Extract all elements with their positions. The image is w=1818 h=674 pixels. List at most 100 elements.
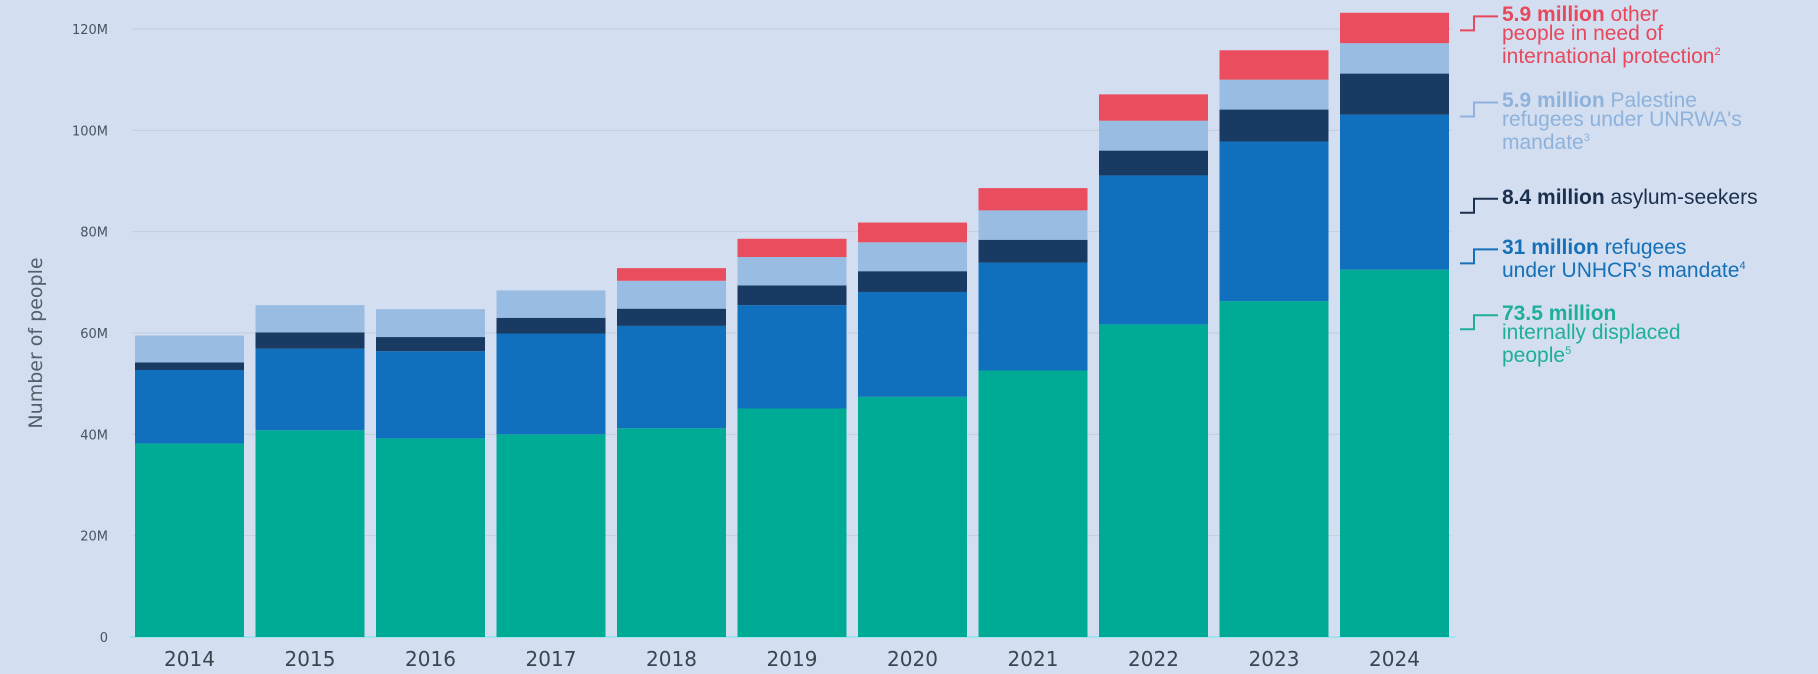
legend-bold: 5.9 million <box>1502 3 1605 27</box>
bars <box>130 12 1456 638</box>
x-tick-label: 2021 <box>1008 647 1059 671</box>
legend-line: people in need of <box>1502 22 1721 46</box>
legend-rest: Palestine <box>1604 89 1697 113</box>
x-tick-label: 2023 <box>1249 647 1300 671</box>
bar-segment-idp <box>858 396 967 637</box>
legend-text: people in need of <box>1502 22 1664 46</box>
legend-line: refugees under UNRWA's <box>1502 109 1742 130</box>
bar-segment-idp <box>1340 269 1449 637</box>
legend-footnote: 5 <box>1565 345 1572 358</box>
legend-footnote: 2 <box>1714 46 1721 59</box>
bar-segment-palestine <box>737 257 847 286</box>
legend-line: 5.9 million Palestine <box>1502 89 1742 113</box>
bar-segment-palestine <box>135 335 244 363</box>
legend-text: mandate <box>1502 131 1584 155</box>
bar-segment-palestine <box>1099 120 1208 151</box>
legend-line: internally displaced <box>1502 321 1681 345</box>
bar-segment-refugees <box>858 291 967 397</box>
x-tick-label: 2014 <box>164 647 215 671</box>
legend-line: under UNHCR's mandate4 <box>1502 257 1746 283</box>
x-tick-label: 2019 <box>767 647 818 671</box>
legend-text: international protection <box>1502 45 1715 69</box>
x-axis-ticks: 2014 2015 2016 2017 2018 2019 2020 2021 2022 2023… <box>164 647 1420 671</box>
y-tick-label: 80M <box>80 226 108 241</box>
legend-item-other: 5.9 million other people in need of intern… <box>1502 3 1721 69</box>
bar-segment-asylum <box>1340 73 1449 115</box>
legend-rest: refugees <box>1598 236 1687 260</box>
x-tick-label: 2018 <box>646 647 697 671</box>
bar-segment-idp <box>496 434 606 637</box>
legend-text: under UNHCR's mandate <box>1502 259 1740 283</box>
bar-segment-refugees <box>1340 114 1449 270</box>
legend-leader-idp <box>1460 314 1498 331</box>
bar-segment-idp <box>617 428 726 637</box>
bar-segment-other <box>1340 12 1449 44</box>
bar-segment-asylum <box>978 239 1088 263</box>
bar-segment-refugees <box>255 348 365 431</box>
y-axis-ticks: 0 20M 40M 60M 80M 100M 120M <box>72 23 108 646</box>
legend-bold: 5.9 million <box>1502 89 1605 113</box>
bar-segment-palestine <box>255 305 365 333</box>
legend-bold: 8.4 million <box>1502 185 1605 209</box>
legend-line: 73.5 million <box>1502 303 1681 324</box>
bar-segment-idp <box>135 443 244 637</box>
bar-segment-refugees <box>737 305 847 409</box>
legend-line: 8.4 million asylum-seekers <box>1502 185 1758 209</box>
x-tick-label: 2016 <box>405 647 456 671</box>
legend-line: 5.9 million other <box>1502 3 1721 27</box>
bar-segment-palestine <box>978 210 1088 240</box>
bar-segment-refugees <box>978 262 1088 371</box>
bar-segment-other <box>858 222 967 243</box>
legend-line: 31 million refugees <box>1502 236 1746 260</box>
x-tick-label: 2015 <box>285 647 336 671</box>
x-tick-label: 2020 <box>887 647 938 671</box>
legend-text: people <box>1502 344 1566 368</box>
bar-segment-asylum <box>255 332 365 349</box>
legend-line: people5 <box>1502 342 1681 368</box>
bar-segment-refugees <box>1099 175 1208 325</box>
legend-leader-lines <box>1460 15 1498 331</box>
bar-segment-refugees <box>376 351 485 439</box>
bar-segment-asylum <box>617 308 726 326</box>
legend-leader-refugees <box>1460 248 1498 265</box>
y-tick-label: 60M <box>80 327 108 342</box>
bar-segment-asylum <box>1099 150 1208 176</box>
bar-segment-asylum <box>858 271 967 292</box>
bar-segment-asylum <box>737 285 847 306</box>
bar-segment-refugees <box>135 369 244 444</box>
bar-segment-asylum <box>496 317 606 334</box>
bar-segment-asylum <box>376 337 485 352</box>
y-tick-label: 120M <box>72 23 108 38</box>
bar-segment-palestine <box>1340 43 1449 74</box>
bar-segment-idp <box>376 438 485 637</box>
bar-segment-idp <box>1099 324 1208 637</box>
bar-segment-palestine <box>1219 79 1329 110</box>
bar-segment-palestine <box>858 242 967 272</box>
bar-segment-other <box>978 188 1088 211</box>
bar-segment-refugees <box>496 333 606 435</box>
bar-segment-idp <box>1219 301 1329 637</box>
legend-item-asylum: 8.4 million asylum-seekers <box>1502 185 1758 209</box>
legend-leader-asylum <box>1460 197 1498 214</box>
y-tick-label: 40M <box>80 428 108 443</box>
bar-segment-refugees <box>1219 141 1329 302</box>
bar-segment-other <box>737 238 847 257</box>
legend-rest: asylum-seekers <box>1604 185 1758 209</box>
bar-segment-refugees <box>617 325 726 429</box>
legend-text: internally displaced <box>1502 321 1681 345</box>
bar-segment-other <box>617 268 726 281</box>
legend-footnote: 4 <box>1739 260 1746 273</box>
bar-segment-idp <box>737 408 847 637</box>
legend-item-palestine: 5.9 million Palestine refugees under UNRW… <box>1502 89 1742 155</box>
y-axis-label: Number of people <box>25 257 47 428</box>
bar-segment-asylum <box>135 362 244 370</box>
legend-leader-palestine <box>1460 101 1498 118</box>
y-tick-label: 20M <box>80 530 108 545</box>
x-tick-label: 2017 <box>526 647 577 671</box>
legend-footnote: 3 <box>1583 132 1590 145</box>
x-tick-label: 2022 <box>1128 647 1179 671</box>
bar-segment-palestine <box>376 309 485 338</box>
bar-segment-palestine <box>496 290 606 318</box>
bar-segment-other <box>1099 94 1208 121</box>
